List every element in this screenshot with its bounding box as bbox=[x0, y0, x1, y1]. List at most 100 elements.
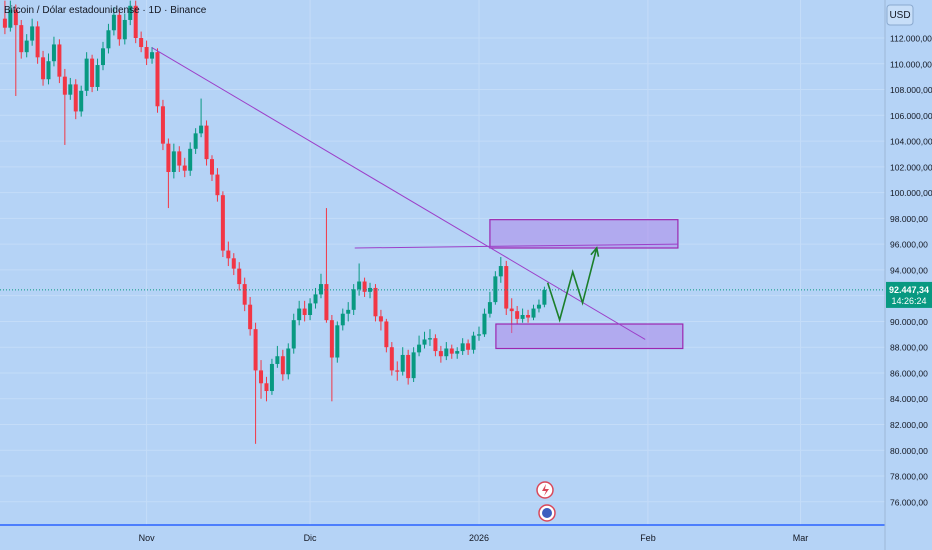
candle-body bbox=[117, 14, 122, 40]
candle-body bbox=[329, 320, 334, 358]
chart-title: Bitcoin / Dólar estadounidense · 1D · Bi… bbox=[4, 5, 207, 16]
y-tick-label: 110.000,00 bbox=[890, 59, 932, 69]
candle-body bbox=[444, 348, 449, 357]
candle-body bbox=[166, 143, 171, 172]
y-tick-label: 84.000,00 bbox=[890, 394, 928, 404]
candle-body bbox=[471, 335, 476, 350]
currency-label: USD bbox=[889, 10, 910, 21]
candle-body bbox=[128, 5, 133, 20]
candle-body bbox=[504, 266, 509, 309]
candle-body bbox=[199, 125, 204, 134]
candle-body bbox=[73, 84, 78, 112]
y-tick-label: 78.000,00 bbox=[890, 472, 928, 482]
candle-body bbox=[417, 344, 422, 353]
y-tick-label: 108.000,00 bbox=[890, 85, 932, 95]
y-tick-label: 100.000,00 bbox=[890, 188, 932, 198]
candle-body bbox=[515, 311, 520, 319]
y-tick-label: 104.000,00 bbox=[890, 137, 932, 147]
candle-body bbox=[422, 339, 427, 345]
trend-line bbox=[151, 47, 646, 340]
candle-body bbox=[297, 308, 302, 321]
candle-body bbox=[531, 308, 536, 318]
candle-body bbox=[433, 338, 438, 352]
candle-body bbox=[237, 268, 242, 285]
candle-body bbox=[455, 351, 460, 354]
candle-body bbox=[253, 329, 258, 371]
candle-body bbox=[79, 90, 84, 112]
candle-body bbox=[95, 65, 100, 87]
x-tick-label: Feb bbox=[640, 533, 656, 543]
candle-body bbox=[41, 57, 46, 80]
candle-body bbox=[84, 58, 89, 91]
grid bbox=[0, 0, 885, 525]
candle-body bbox=[493, 276, 498, 303]
x-tick-label: Dic bbox=[304, 533, 317, 543]
candle-body bbox=[324, 284, 329, 321]
candle-body bbox=[482, 313, 487, 335]
y-tick-label: 82.000,00 bbox=[890, 420, 928, 430]
candle-body bbox=[460, 343, 465, 352]
axes: 76.000,00 78.000,00 80.000,00 82.000,00 84.0… bbox=[139, 34, 932, 543]
candle-body bbox=[160, 106, 165, 144]
candle-body bbox=[384, 321, 389, 348]
candle-body bbox=[242, 284, 247, 305]
projection-arrowhead bbox=[590, 246, 600, 257]
candle-body bbox=[302, 308, 307, 315]
candle-body bbox=[477, 334, 482, 336]
candle-body bbox=[389, 347, 394, 371]
candle-body bbox=[171, 151, 176, 172]
candle-body bbox=[411, 352, 416, 379]
candle-body bbox=[308, 303, 313, 315]
candle-body bbox=[122, 19, 127, 40]
candle-body bbox=[139, 38, 144, 48]
candle-body bbox=[226, 250, 231, 259]
y-tick-label: 86.000,00 bbox=[890, 368, 928, 378]
candle-body bbox=[275, 356, 280, 364]
candle-body bbox=[373, 287, 378, 317]
candle-body bbox=[395, 370, 400, 372]
resistance-line bbox=[354, 243, 678, 249]
y-tick-label: 76.000,00 bbox=[890, 497, 928, 507]
candle-body bbox=[351, 289, 356, 310]
candle-body bbox=[150, 52, 155, 59]
y-tick-label: 94.000,00 bbox=[890, 265, 928, 275]
candle-body bbox=[509, 308, 514, 312]
candle-body bbox=[406, 354, 411, 379]
x-tick-label: Nov bbox=[139, 533, 156, 543]
candle-body bbox=[35, 26, 40, 58]
candle-body bbox=[220, 195, 225, 251]
candle-body bbox=[357, 281, 362, 290]
candle-body bbox=[8, 9, 13, 28]
last-price-box bbox=[886, 281, 932, 308]
x-tick-label: Mar bbox=[793, 533, 809, 543]
event-icon-glyph bbox=[542, 484, 549, 496]
candle-body bbox=[111, 14, 116, 31]
candle-body bbox=[449, 348, 454, 354]
candle-body bbox=[526, 315, 531, 318]
candle-body bbox=[193, 133, 198, 149]
y-tick-label: 106.000,00 bbox=[890, 111, 932, 121]
y-tick-label: 96.000,00 bbox=[890, 240, 928, 250]
candle-body bbox=[318, 284, 323, 295]
candle-body bbox=[2, 18, 7, 28]
candle-body bbox=[427, 338, 432, 340]
y-tick-label: 88.000,00 bbox=[890, 343, 928, 353]
x-tick-label: 2026 bbox=[469, 533, 489, 543]
plot-area bbox=[0, 0, 885, 444]
candle-body bbox=[144, 47, 149, 59]
countdown-label: 14:26:24 bbox=[891, 296, 926, 306]
y-tick-label: 112.000,00 bbox=[890, 34, 932, 44]
candle-body bbox=[487, 302, 492, 314]
candle-body bbox=[204, 125, 209, 160]
candle-body bbox=[90, 58, 95, 87]
currency-button[interactable] bbox=[886, 4, 914, 26]
candle-body bbox=[177, 151, 182, 166]
y-tick-label: 80.000,00 bbox=[890, 446, 928, 456]
last-price-label: 92.447,34 bbox=[889, 285, 929, 295]
candle-body bbox=[498, 266, 503, 277]
candle-body bbox=[346, 309, 351, 314]
candle-body bbox=[46, 61, 51, 80]
zone-box bbox=[489, 219, 679, 249]
